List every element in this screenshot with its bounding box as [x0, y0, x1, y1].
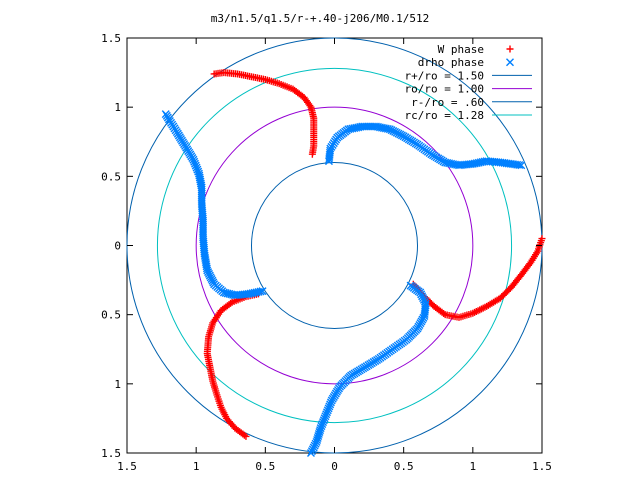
series-point [308, 150, 316, 158]
series-point [306, 449, 315, 457]
series-1 [203, 69, 546, 440]
series-point [515, 160, 524, 169]
x-tick-label: 0 [331, 460, 338, 473]
legend-swatch [506, 58, 514, 67]
y-tick-label: 1.5 [101, 447, 121, 460]
data-series [161, 69, 546, 457]
chart-title: m3/n1.5/q1.5/r-+.40-j206/M0.1/512 [211, 12, 430, 25]
legend-label: rc/ro = 1.28 [405, 109, 484, 122]
series-point [306, 102, 314, 110]
reference-circle-2 [195, 106, 474, 385]
x-tick-label: 1 [193, 460, 200, 473]
x-tick-label: 0.5 [255, 460, 275, 473]
y-tick-label: 0.5 [101, 309, 121, 322]
y-tick-label: 0 [114, 240, 121, 253]
series-point [517, 161, 526, 170]
axis-ticks: 1.5 1 0.5 0 0.5 1 1.51.510.500.511.5 [101, 32, 552, 473]
legend-label: r-/ro = .60 [411, 96, 484, 109]
series-point [227, 299, 235, 307]
y-tick-label: 1 [114, 378, 121, 391]
y-tick-label: 0.5 [101, 170, 121, 183]
x-tick-label: 1 [470, 460, 477, 473]
reference-circle-3 [251, 162, 418, 329]
x-tick-label: 1.5 [117, 460, 137, 473]
y-tick-label: 1 [114, 101, 121, 114]
y-tick-label: 1.5 [101, 32, 121, 45]
legend-swatch [506, 45, 514, 53]
legend-label: drho phase [418, 56, 484, 69]
legend-label: r+/ro = 1.50 [405, 69, 484, 82]
legend-label: W phase [438, 43, 484, 56]
series-point [161, 110, 170, 119]
x-tick-label: 1.5 [532, 460, 552, 473]
reference-circle-4 [156, 67, 513, 424]
series-2 [161, 110, 526, 457]
x-tick-label: 0.5 [394, 460, 414, 473]
legend-label: ro/ro = 1.00 [405, 83, 484, 96]
